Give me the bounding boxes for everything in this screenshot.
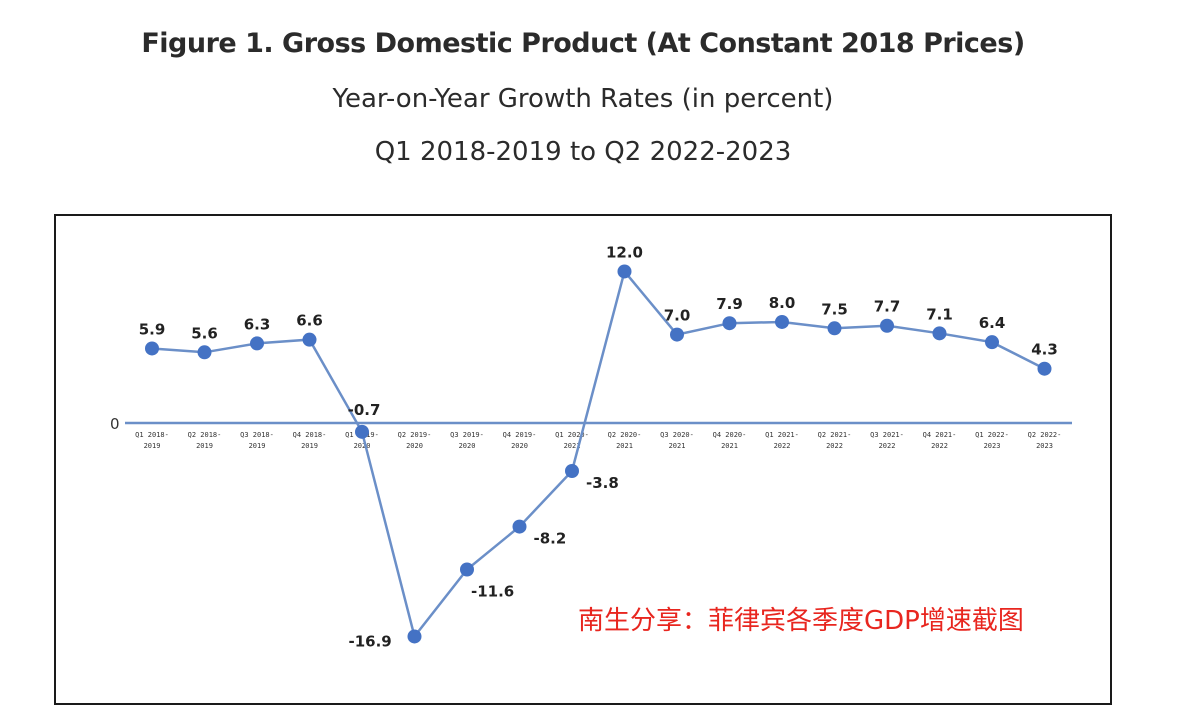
x-tick-label: 2019 xyxy=(196,442,213,450)
chart-subtitle: Year-on-Year Growth Rates (in percent) xyxy=(332,84,834,114)
data-label: 6.6 xyxy=(296,312,323,330)
data-point xyxy=(197,345,212,360)
data-label: 7.1 xyxy=(926,305,953,323)
x-tick-label: Q4 2019- xyxy=(503,431,537,439)
x-tick-label: Q4 2020- xyxy=(713,431,747,439)
data-point xyxy=(827,321,842,336)
x-tick-label: 2023 xyxy=(984,442,1001,450)
x-tick-label: Q4 2018- xyxy=(293,431,327,439)
data-point xyxy=(617,264,632,279)
x-tick-label: Q2 2022- xyxy=(1028,431,1062,439)
data-point xyxy=(1037,361,1052,376)
x-tick-labels: Q1 2018- 2019 Q2 2018- 2019 Q3 2018- 2019 Q4 2… xyxy=(135,431,1061,450)
data-point xyxy=(932,326,947,341)
data-label: -0.7 xyxy=(348,401,381,419)
data-label: 12.0 xyxy=(606,243,643,261)
zero-label: 0 xyxy=(110,415,120,433)
chart-title: Figure 1. Gross Domestic Product (At Con… xyxy=(141,28,1025,59)
series-line xyxy=(151,268,1046,640)
data-label: -8.2 xyxy=(534,530,567,548)
data-label: 6.4 xyxy=(979,314,1006,332)
data-point xyxy=(355,424,369,439)
data-point xyxy=(880,318,894,333)
data-label: 7.7 xyxy=(874,298,901,316)
data-point xyxy=(407,629,422,644)
data-point xyxy=(250,336,264,351)
data-point xyxy=(460,562,474,577)
x-tick-label: Q2 2021- xyxy=(818,431,852,439)
data-label: 7.0 xyxy=(664,307,691,325)
data-label: 4.3 xyxy=(1031,341,1058,359)
data-label: -16.9 xyxy=(349,632,392,650)
x-tick-label: 2022 xyxy=(826,442,843,450)
x-tick-label: Q2 2018- xyxy=(188,431,222,439)
x-tick-label: Q3 2021- xyxy=(870,431,904,439)
x-tick-label: 2020 xyxy=(511,442,528,450)
x-tick-label: 2023 xyxy=(1036,442,1053,450)
data-point xyxy=(145,341,159,356)
x-tick-label: Q1 2018- xyxy=(135,431,169,439)
x-tick-label: 2022 xyxy=(774,442,791,450)
x-tick-label: Q1 2021- xyxy=(765,431,799,439)
x-tick-label: 2022 xyxy=(931,442,948,450)
data-label: 5.6 xyxy=(191,324,218,342)
data-label: 6.3 xyxy=(244,315,271,333)
data-point xyxy=(722,316,737,331)
x-tick-label: Q3 2019- xyxy=(450,431,484,439)
data-point xyxy=(670,327,684,342)
x-tick-label: Q3 2020- xyxy=(660,431,694,439)
data-label: -11.6 xyxy=(471,583,514,601)
x-tick-label: Q4 2021- xyxy=(923,431,957,439)
x-tick-label: 2020 xyxy=(406,442,423,450)
data-point xyxy=(302,332,317,347)
data-point xyxy=(512,519,527,534)
x-tick-label: Q1 2022- xyxy=(975,431,1009,439)
x-tick-label: 2022 xyxy=(879,442,896,450)
data-label: 5.9 xyxy=(139,320,166,338)
x-tick-label: 2020 xyxy=(354,442,371,450)
data-label: -3.8 xyxy=(586,474,619,492)
data-label: 8.0 xyxy=(769,294,796,312)
data-label: 7.9 xyxy=(716,295,743,313)
x-tick-label: 2021 xyxy=(721,442,738,450)
x-tick-label: 2021 xyxy=(616,442,633,450)
watermark-note: 南生分享：菲律宾各季度GDP增速截图 xyxy=(578,606,1024,636)
data-point xyxy=(985,335,999,350)
data-labels: 5.9 5.6 6.3 6.6 -0.7 -16.9 -11.6 -8.2 -3.8 12.0 7.… xyxy=(139,243,1058,650)
data-point xyxy=(565,463,579,478)
x-tick-label: Q2 2019- xyxy=(398,431,432,439)
x-tick-label: 2020 xyxy=(459,442,476,450)
x-tick-label: Q1 2020- xyxy=(555,431,589,439)
chart-period: Q1 2018-2019 to Q2 2022-2023 xyxy=(374,137,792,167)
x-tick-label: Q3 2018- xyxy=(240,431,274,439)
data-label: 7.5 xyxy=(821,300,848,318)
data-point xyxy=(775,314,789,329)
x-tick-label: 2019 xyxy=(249,442,266,450)
x-tick-label: 2021 xyxy=(669,442,686,450)
x-tick-label: 2019 xyxy=(144,442,161,450)
x-tick-label: 2019 xyxy=(301,442,318,450)
x-tick-label: 2021 xyxy=(564,442,581,450)
data-points xyxy=(145,264,1052,644)
x-tick-label: Q2 2020- xyxy=(608,431,642,439)
plot-frame xyxy=(54,214,1112,705)
